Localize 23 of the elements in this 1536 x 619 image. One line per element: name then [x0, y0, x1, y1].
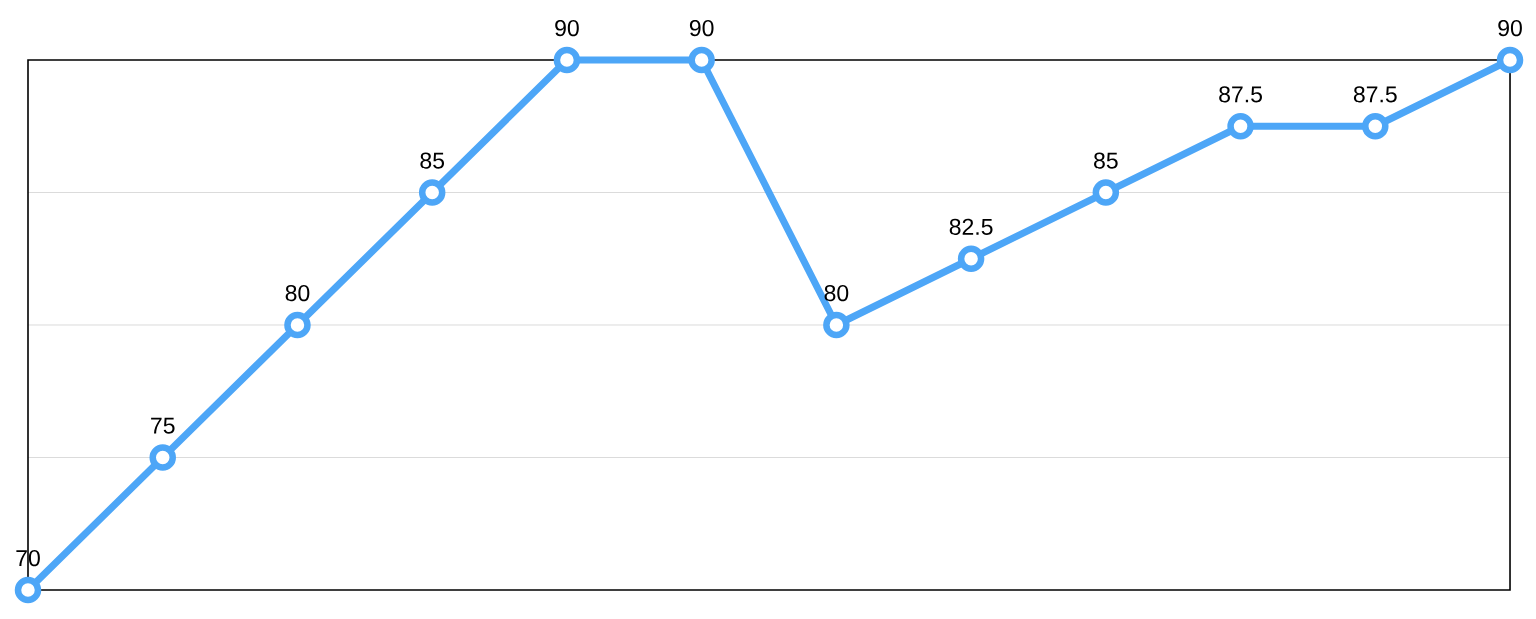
point — [1092, 179, 1120, 206]
data-label: 90 — [1498, 19, 1522, 37]
point — [149, 444, 176, 471]
point — [957, 245, 985, 272]
point — [553, 46, 581, 74]
data-label: 85 — [420, 152, 445, 169]
point — [1362, 113, 1389, 140]
data-label: 90 — [555, 19, 579, 37]
point — [688, 46, 715, 74]
data-label: 85 — [1094, 152, 1118, 169]
data-label: 82.5 — [949, 218, 993, 235]
data-label: 87.5 — [1219, 86, 1262, 103]
data-label: 90 — [689, 19, 714, 37]
point — [284, 311, 311, 339]
point — [418, 179, 446, 206]
point — [1227, 113, 1254, 140]
point — [823, 311, 850, 339]
point — [14, 576, 42, 604]
data-label: 80 — [824, 284, 849, 302]
data-label: 80 — [285, 284, 310, 302]
data-label: 75 — [151, 417, 175, 434]
point — [1496, 46, 1524, 74]
data-label: 87.5 — [1353, 86, 1397, 103]
